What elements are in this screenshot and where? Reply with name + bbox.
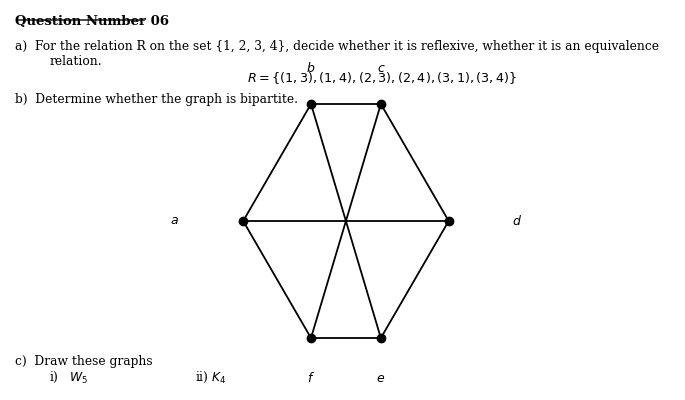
- Text: $e$: $e$: [376, 372, 386, 384]
- Text: $d$: $d$: [512, 214, 522, 228]
- Text: Question Number 06: Question Number 06: [15, 15, 169, 28]
- Text: $R = \{(1,3),(1,4),(2,3),(2,4),(3,1),(3,4)\}$: $R = \{(1,3),(1,4),(2,3),(2,4),(3,1),(3,…: [247, 70, 516, 86]
- Text: a)  For the relation R on the set {1, 2, 3, 4}, decide whether it is reflexive, : a) For the relation R on the set {1, 2, …: [15, 40, 659, 53]
- Text: $b$: $b$: [306, 61, 316, 75]
- Text: $a$: $a$: [171, 214, 179, 228]
- Text: i)   $W_5$: i) $W_5$: [49, 370, 88, 385]
- Text: relation.: relation.: [49, 55, 102, 68]
- Text: c)  Draw these graphs: c) Draw these graphs: [15, 355, 153, 368]
- Text: $c$: $c$: [377, 62, 385, 74]
- Text: $f$: $f$: [307, 371, 315, 385]
- Text: ii) $K_4$: ii) $K_4$: [195, 370, 227, 385]
- Text: b)  Determine whether the graph is bipartite.: b) Determine whether the graph is bipart…: [15, 93, 298, 106]
